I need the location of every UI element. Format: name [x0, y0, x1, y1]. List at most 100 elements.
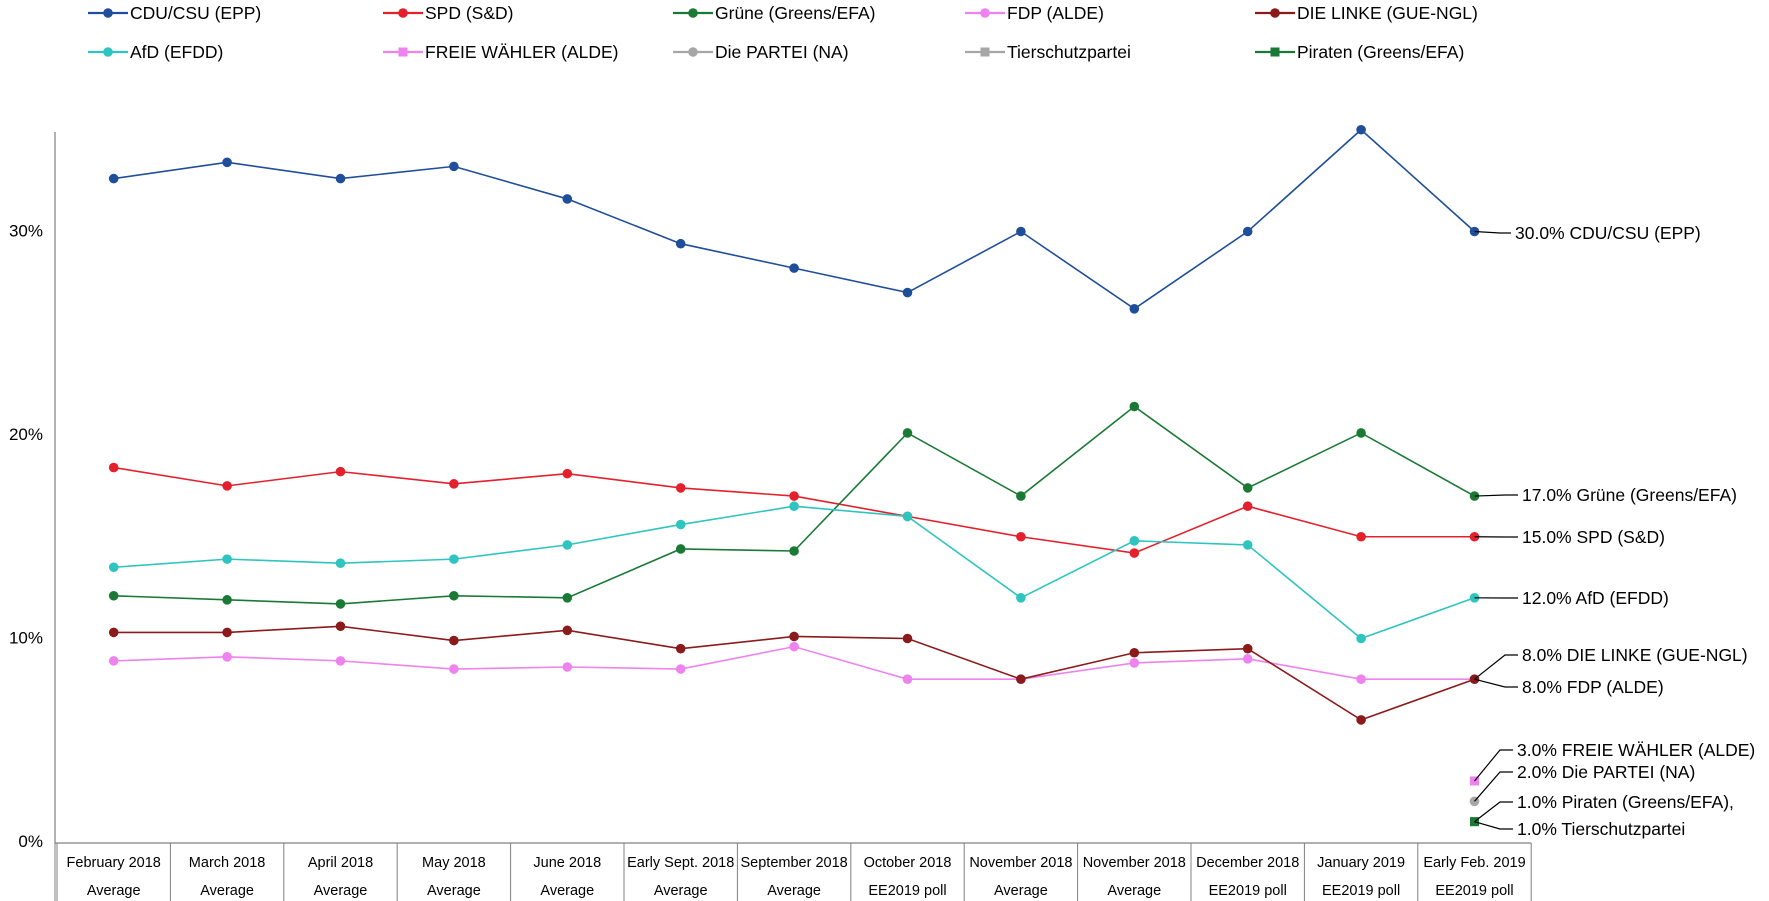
legend-marker [688, 8, 698, 18]
leader-line [1474, 801, 1513, 823]
x-tick-sublabel: Average [1107, 883, 1161, 899]
end-label-die-partei-na: 2.0% Die PARTEI (NA) [1474, 762, 1695, 802]
data-point [675, 643, 686, 654]
end-label-die-linke-gue-ngl: 8.0% DIE LINKE (GUE-NGL) [1474, 645, 1748, 680]
legend-marker [103, 8, 113, 18]
data-point [1242, 540, 1253, 550]
legend: CDU/CSU (EPP) SPD (S&D) Grüne (Greens/EFA)… [88, 3, 1478, 62]
legend-item-tierschutzpartei: Tierschutzpartei [965, 42, 1131, 62]
legend-label: AfD (EFDD) [130, 42, 223, 62]
x-tick-label: November 2018 [1083, 855, 1186, 871]
series-die-linke-gue-ngl [108, 621, 1480, 725]
data-point [1356, 715, 1366, 725]
legend-marker [398, 8, 408, 18]
data-label: 8.0% DIE LINKE (GUE-NGL) [1522, 645, 1748, 665]
end-label-fdp-alde: 8.0% FDP (ALDE) [1474, 677, 1664, 697]
data-point [108, 656, 119, 666]
end-label-afd-efdd: 12.0% AfD (EFDD) [1474, 588, 1669, 608]
data-point [675, 238, 686, 249]
x-tick-label: June 2018 [533, 855, 601, 871]
data-point [1129, 647, 1140, 658]
end-label-piraten-greens-efa: 1.0% Piraten (Greens/EFA), [1474, 792, 1734, 823]
data-point [789, 546, 799, 556]
legend-item-cdu-csu-epp: CDU/CSU (EPP) [88, 3, 261, 23]
data-point [789, 641, 799, 652]
data-label: 12.0% AfD (EFDD) [1522, 588, 1669, 608]
data-point [335, 558, 346, 569]
data-point [1129, 401, 1140, 412]
data-point [1129, 548, 1140, 558]
x-tick-sublabel: EE2019 poll [1322, 883, 1400, 899]
legend-marker [980, 8, 990, 18]
data-label: 8.0% FDP (ALDE) [1522, 677, 1664, 697]
data-point [335, 173, 346, 184]
data-point [222, 652, 232, 662]
data-point [562, 540, 573, 550]
legend-item-gr-ne-greens-efa: Grüne (Greens/EFA) [673, 3, 875, 23]
x-tick-sublabel: Average [767, 883, 821, 899]
legend-item-piraten-greens-efa: Piraten (Greens/EFA) [1255, 42, 1464, 62]
legend-label: SPD (S&D) [425, 3, 513, 23]
data-point [675, 483, 686, 493]
data-point [335, 466, 346, 477]
data-point [562, 468, 573, 479]
x-tick-sublabel: Average [87, 883, 141, 899]
legend-item-die-linke-gue-ngl: DIE LINKE (GUE-NGL) [1255, 3, 1478, 23]
data-point [562, 625, 573, 636]
data-point [108, 627, 119, 638]
data-label: 1.0% Tierschutzpartei [1517, 819, 1685, 839]
x-tick-label: February 2018 [67, 855, 161, 871]
legend-item-freie-w-hler-alde: FREIE WÄHLER (ALDE) [383, 42, 619, 62]
legend-marker [980, 47, 990, 57]
legend-label: Die PARTEI (NA) [715, 42, 849, 62]
data-point [562, 662, 573, 672]
data-point [108, 590, 119, 601]
x-tick-sublabel: Average [654, 883, 708, 899]
series-afd-efdd [108, 501, 1480, 644]
leader-line [1474, 678, 1518, 688]
data-point [222, 627, 232, 638]
data-point [449, 161, 459, 172]
legend-marker [103, 47, 113, 57]
leader-line [1474, 771, 1513, 802]
data-point [1129, 536, 1140, 546]
data-point [1356, 428, 1366, 438]
x-tick-label: Early Feb. 2019 [1423, 855, 1525, 871]
data-point [902, 428, 913, 438]
data-point [335, 621, 346, 632]
leader-line [1474, 654, 1518, 680]
data-point [1356, 674, 1366, 684]
legend-label: FDP (ALDE) [1007, 3, 1104, 23]
data-point [789, 631, 799, 642]
data-label: 2.0% Die PARTEI (NA) [1517, 762, 1695, 782]
data-point [902, 511, 913, 522]
x-tick-label: December 2018 [1196, 855, 1299, 871]
data-point [1242, 501, 1253, 512]
data-point [675, 519, 686, 530]
series-line [113, 128, 1476, 310]
legend-item-spd-s-d: SPD (S&D) [383, 3, 513, 23]
data-point [222, 157, 232, 168]
legend-item-die-partei-na: Die PARTEI (NA) [673, 42, 849, 62]
data-point [449, 554, 459, 564]
data-label: 3.0% FREIE WÄHLER (ALDE) [1517, 740, 1755, 760]
series-gr-ne-greens-efa [108, 401, 1480, 609]
x-tick-label: January 2019 [1317, 855, 1405, 871]
data-point [1356, 124, 1366, 135]
leader-line [1474, 494, 1518, 497]
data-point [1356, 531, 1366, 542]
end-label-freie-w-hler-alde: 3.0% FREIE WÄHLER (ALDE) [1474, 740, 1755, 782]
data-label: 30.0% CDU/CSU (EPP) [1515, 223, 1701, 243]
y-tick-label: 10% [9, 629, 43, 648]
data-point [449, 635, 459, 646]
x-tick-label: October 2018 [864, 855, 952, 871]
data-point [1129, 658, 1140, 668]
legend-label: Piraten (Greens/EFA) [1297, 42, 1464, 62]
data-point [1242, 643, 1253, 654]
legend-marker [1270, 47, 1280, 57]
data-point [789, 491, 799, 501]
data-point [902, 674, 913, 684]
data-point [1016, 226, 1026, 237]
y-tick-label: 30% [9, 222, 43, 241]
series-line [113, 505, 1475, 640]
